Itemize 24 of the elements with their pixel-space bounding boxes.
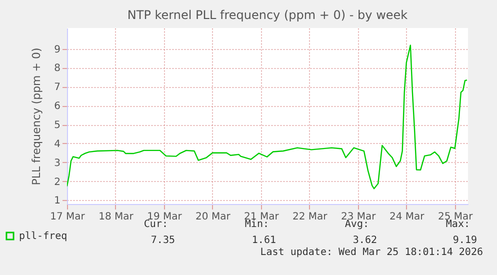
y-tick-label: 9 [54, 44, 60, 56]
text: Last update: Wed Mar 25 18:01:14 2026 [260, 247, 483, 258]
y-tick-label: 8 [54, 63, 60, 74]
x-tick-label: 22 Mar [292, 212, 328, 222]
legend-label: pll-freq [19, 231, 68, 242]
y-axis-title: PLL frequency (ppm + 0) [30, 48, 44, 186]
text: 9.19 [452, 235, 477, 246]
x-tick-label: 20 Mar [196, 212, 232, 222]
text: 7.35 [150, 235, 175, 246]
text: 3.62 [352, 235, 377, 246]
x-tick-label: 24 Mar [389, 212, 426, 222]
y-tick-label: 6 [54, 101, 60, 112]
x-tick-label: 17 Mar [50, 212, 86, 222]
x-tick-label: 18 Mar [98, 212, 134, 222]
text: Avg: [344, 219, 369, 230]
y-tick-label: 1 [54, 196, 60, 207]
chart-title: NTP kernel PLL frequency (ppm + 0) - by week [127, 8, 408, 22]
y-tick-label: 4 [54, 138, 60, 150]
y-tick-label: 5 [54, 120, 60, 132]
text: 1.61 [252, 235, 276, 246]
y-tick-label: 2 [54, 176, 60, 188]
y-tick-label: 7 [54, 82, 60, 94]
y-tick-label: 3 [54, 158, 60, 169]
line-series [67, 44, 468, 190]
